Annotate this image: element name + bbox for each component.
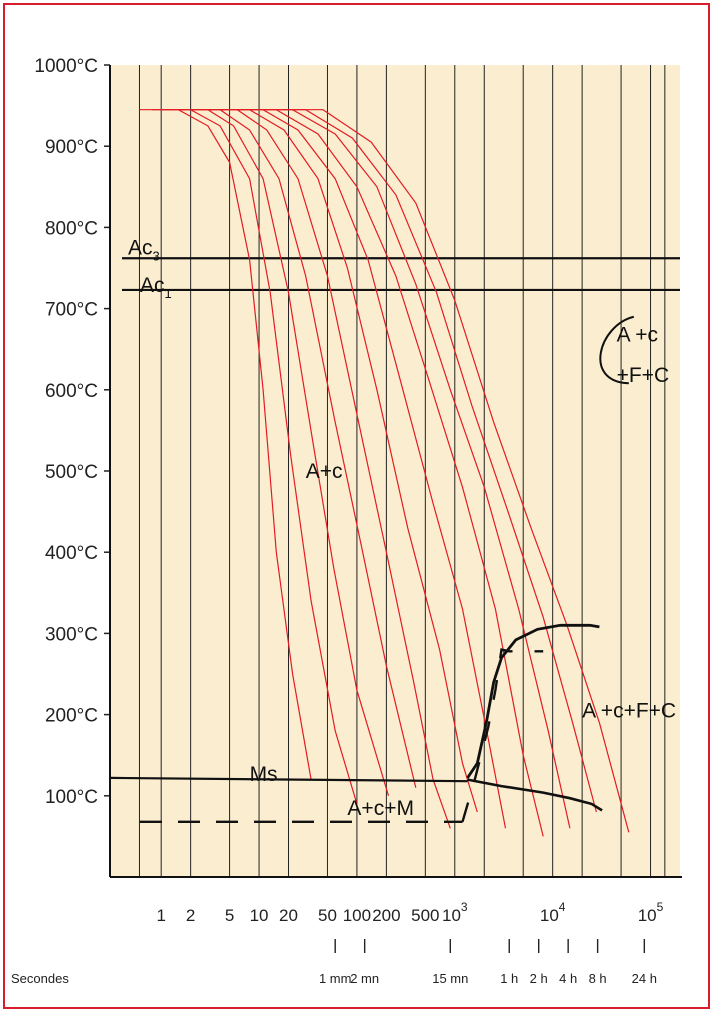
x-tick-label: 104 (540, 900, 566, 925)
chart-frame: 100°C 200°C 300°C 400°C 500°C 600°C 700°C 800°C… (3, 3, 710, 1009)
ac3-subscript: 3 (153, 248, 160, 263)
x-tick-label: 50 (318, 906, 337, 925)
x-tick-label: 2 (186, 906, 195, 925)
bracket-curve (599, 315, 635, 385)
y-tick-label: 800°C (45, 218, 98, 239)
y-tick-label: 200°C (45, 706, 98, 727)
cooling-curve (161, 109, 390, 796)
ms-line (109, 776, 468, 783)
x-tick-label: 100 (343, 906, 371, 925)
cooling-curve (220, 109, 507, 829)
ms-descending-line (467, 778, 603, 812)
x-tick-exponent: 4 (559, 900, 566, 914)
y-tick-label: 600°C (45, 381, 98, 402)
time-tick-label: 2 h (530, 971, 548, 986)
cooling-curve (284, 109, 630, 833)
x-tick-exponent: 5 (657, 900, 664, 914)
region-label: A +c+F+C (582, 700, 676, 723)
cooling-curve (237, 109, 544, 837)
cooling-curve (249, 109, 571, 829)
x-tick-label: 1 (156, 906, 165, 925)
y-tick-label: 700°C (45, 300, 98, 321)
ac1-subscript: 1 (165, 286, 172, 301)
cct-diagram: 100°C 200°C 300°C 400°C 500°C 600°C 700°C 800°C… (11, 56, 682, 986)
time-tick-label: 1 h (500, 971, 518, 986)
y-tick-label: 100°C (45, 787, 98, 808)
region-label: A+c (306, 460, 343, 483)
region-label: A+c+M (347, 797, 414, 820)
time-tick-label: 24 h (632, 971, 657, 986)
time-tick-label: 8 h (589, 971, 607, 986)
y-tick-label: 400°C (45, 543, 98, 564)
cooling-curve (139, 109, 312, 780)
time-tick-label: 15 mn (432, 971, 468, 986)
transformation-curve (466, 623, 600, 779)
region-label: +F+C (617, 364, 670, 387)
y-tick-label: 300°C (45, 624, 98, 645)
cooling-curve (266, 109, 597, 813)
cooling-curve (190, 109, 451, 829)
y-tick-label: 1000°C (34, 56, 98, 77)
time-tick-label: 1 mm (319, 971, 352, 986)
x-tick-label: 10 (250, 906, 269, 925)
x-tick-label: 20 (279, 906, 298, 925)
x-tick-label: 200 (372, 906, 400, 925)
x-tick-label: 5 (225, 906, 234, 925)
x-tick-label: 103 (442, 900, 468, 925)
x-tick-label: 500 (411, 906, 439, 925)
cooling-curve (207, 109, 478, 813)
cooling-curve (151, 109, 358, 805)
y-tick-label: 900°C (45, 137, 98, 158)
region-label: A +c (617, 324, 658, 347)
ms-label: Ms (250, 763, 278, 786)
y-tick-label: 500°C (45, 462, 98, 483)
x-tick-label: 105 (638, 900, 664, 925)
x-axis-label: Secondes (11, 971, 69, 986)
time-tick-label: 4 h (559, 971, 577, 986)
x-tick-exponent: 3 (461, 900, 468, 914)
dashed-transformation-line (461, 648, 544, 823)
cooling-curve (178, 109, 417, 788)
time-tick-label: 2 mn (350, 971, 379, 986)
